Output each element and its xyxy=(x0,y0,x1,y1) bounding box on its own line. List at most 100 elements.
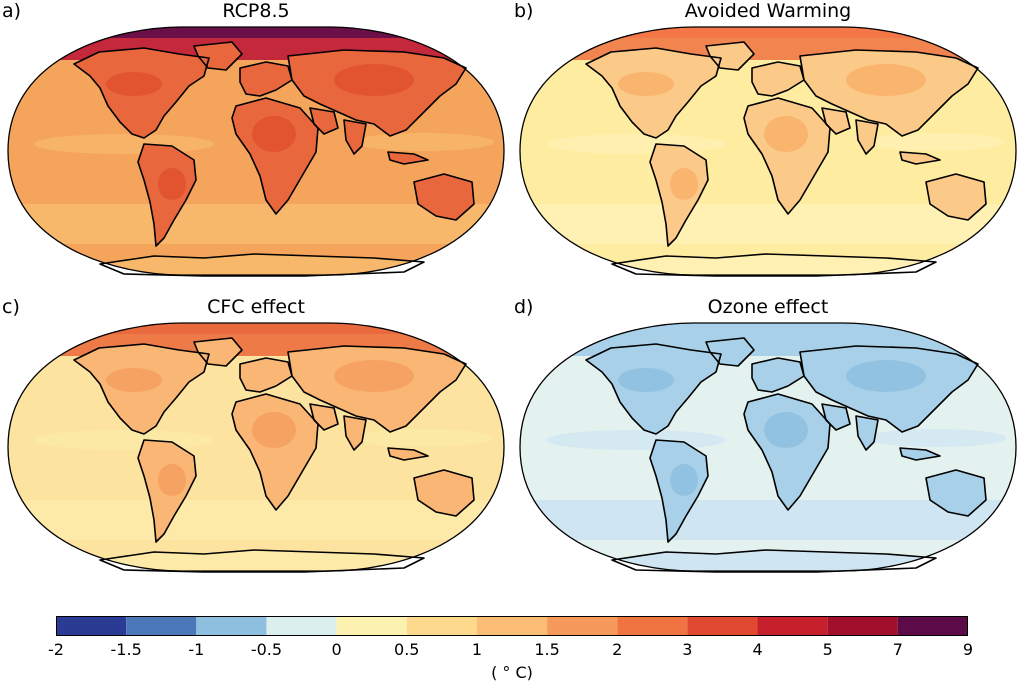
world-map xyxy=(519,26,1017,277)
asia-patch xyxy=(334,64,414,96)
africa-patch xyxy=(764,116,808,152)
africa-coastline xyxy=(231,393,319,511)
panel-a: a) RCP8.5 xyxy=(0,0,512,300)
indian-band xyxy=(354,429,494,447)
map-frame xyxy=(7,322,505,572)
arctic-ice-band xyxy=(8,27,504,38)
australia-fill xyxy=(414,470,474,516)
asia-patch xyxy=(334,360,414,392)
europe-coastline xyxy=(239,357,293,393)
colorbar-tick-label: 1.5 xyxy=(534,640,560,659)
colorbar-tick-label: 5 xyxy=(822,640,833,659)
southern-ocean-band xyxy=(520,204,1016,244)
colorbar-tick-label: -1 xyxy=(188,640,205,659)
map-frame xyxy=(519,26,1017,276)
asia-coastline xyxy=(287,49,467,137)
europe-coastline xyxy=(751,357,805,393)
arabia-coastline xyxy=(821,107,851,135)
africa-patch xyxy=(252,116,296,152)
indonesia-coastline xyxy=(899,447,941,461)
southern-ocean-band xyxy=(520,500,1016,540)
colorbar-segment xyxy=(196,616,267,636)
colorbar-segment xyxy=(617,616,688,636)
antarctica-coastline xyxy=(99,549,425,573)
greenland-fill xyxy=(194,42,242,70)
greenland-coastline xyxy=(193,337,243,367)
south-america-coastline xyxy=(649,439,709,543)
antarctica-fill xyxy=(612,550,936,571)
europe-coastline xyxy=(239,61,293,97)
arabia-fill xyxy=(310,108,338,134)
australia-fill xyxy=(926,470,986,516)
colorbar-segment xyxy=(126,616,197,636)
colorbar-segment xyxy=(757,616,828,636)
arctic-ice-band xyxy=(520,27,1016,38)
greenland-coastline xyxy=(193,41,243,71)
panel-title: Avoided Warming xyxy=(684,0,852,22)
coastlines xyxy=(73,41,475,277)
australia-fill xyxy=(926,174,986,220)
arctic-ice-band xyxy=(8,323,504,334)
colorbar-tick-label: 1 xyxy=(471,640,483,659)
arctic-ice-band xyxy=(520,323,1016,334)
australia-coastline xyxy=(925,173,987,221)
north-america-patch xyxy=(618,368,674,392)
asia-patch xyxy=(846,360,926,392)
indonesia-coastline xyxy=(387,151,429,165)
asia-coastline xyxy=(799,345,979,433)
panel-b: b) Avoided Warming xyxy=(512,0,1024,300)
africa-coastline xyxy=(743,393,831,511)
north-america-coastline xyxy=(585,47,722,139)
pacific-band xyxy=(546,430,726,450)
coastlines xyxy=(585,41,987,277)
asia-coastline xyxy=(799,49,979,137)
africa-patch xyxy=(252,412,296,448)
north-america-coastline xyxy=(73,47,210,139)
colorbar-segment xyxy=(547,616,618,636)
north-america-coastline xyxy=(585,343,722,435)
asia-patch xyxy=(846,64,926,96)
australia-coastline xyxy=(925,469,987,517)
panel-c: c) CFC effect xyxy=(0,296,512,596)
antarctica-fill xyxy=(612,254,936,275)
africa-coastline xyxy=(743,97,831,215)
north-america-patch xyxy=(618,72,674,96)
map-fill-layer xyxy=(520,323,1016,571)
australia-fill xyxy=(414,174,474,220)
panel-label: d) xyxy=(514,296,534,318)
panel-label: b) xyxy=(514,0,534,22)
south-america-patch xyxy=(158,168,186,200)
greenland-fill xyxy=(706,338,754,366)
panel-title: Ozone effect xyxy=(707,296,829,318)
south-america-coastline xyxy=(137,143,197,247)
panel-d: d) Ozone effect xyxy=(512,296,1024,596)
colorbar xyxy=(56,616,968,636)
colorbar-tick-label: -1.5 xyxy=(110,640,142,659)
indian-band xyxy=(866,429,1006,447)
arabia-fill xyxy=(822,108,850,134)
south-america-patch xyxy=(670,168,698,200)
greenland-coastline xyxy=(705,337,755,367)
antarctica-coastline xyxy=(99,253,425,277)
panel-label: c) xyxy=(2,296,20,318)
colorbar-tick-label: -2 xyxy=(48,640,64,659)
world-map xyxy=(7,322,505,573)
south-america-patch xyxy=(670,464,698,496)
colorbar-unit-label: ( ° C) xyxy=(491,663,533,682)
indian-band xyxy=(866,133,1006,151)
antarctica-fill xyxy=(100,254,424,275)
europe-coastline xyxy=(751,61,805,97)
asia-coastline xyxy=(287,345,467,433)
colorbar-segment xyxy=(476,616,548,636)
north-america-patch xyxy=(106,368,162,392)
greenland-fill xyxy=(194,338,242,366)
panel-label: a) xyxy=(2,0,22,22)
india-coastline xyxy=(343,415,367,451)
indian-band xyxy=(354,133,494,151)
antarctica-fill xyxy=(100,550,424,571)
colorbar-tick-label: 3 xyxy=(682,640,693,659)
arabia-fill xyxy=(310,404,338,430)
colorbar-segment xyxy=(406,616,477,636)
colorbar-tick-label: 0 xyxy=(331,640,342,659)
indonesia-coastline xyxy=(899,151,941,165)
